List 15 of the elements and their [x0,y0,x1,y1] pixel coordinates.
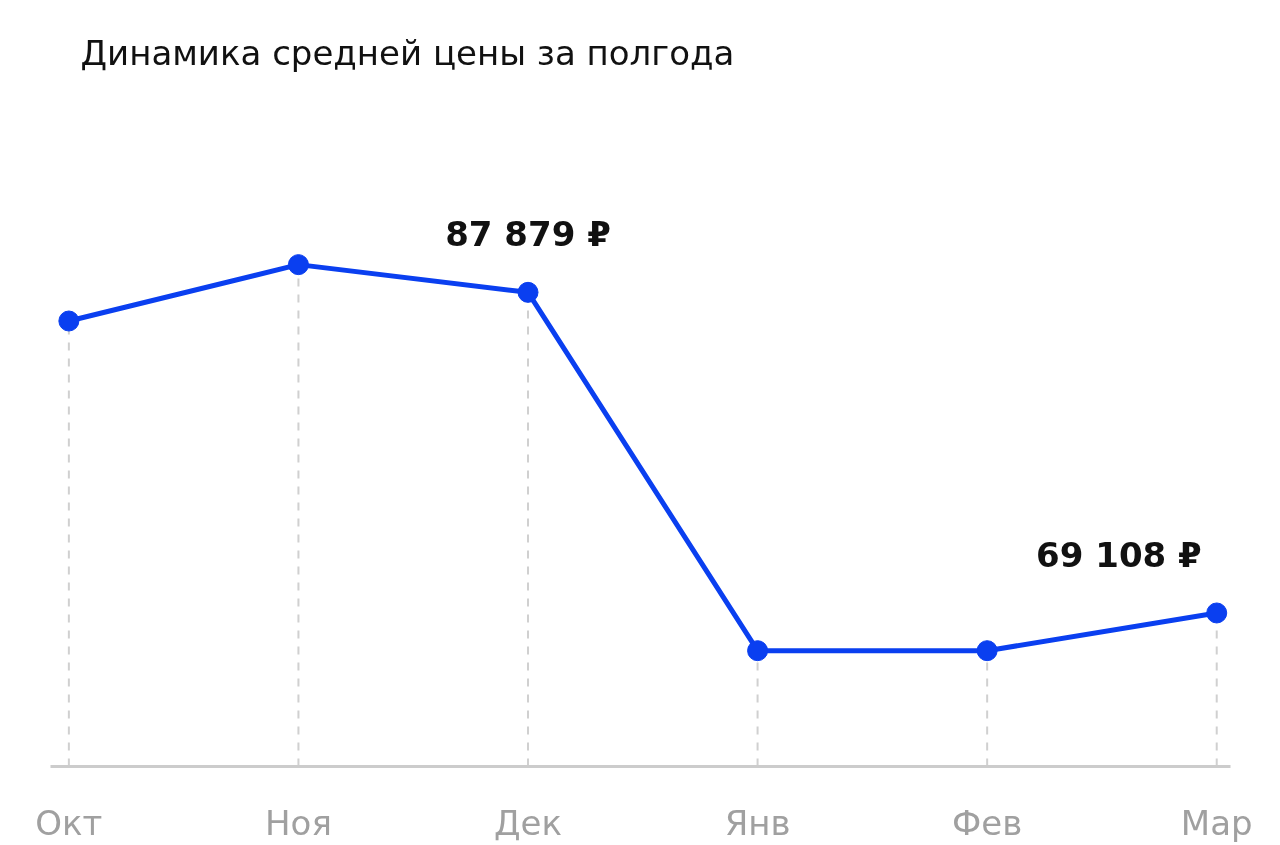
point [747,640,769,662]
point [1206,602,1228,624]
point [58,310,80,332]
point [287,254,309,276]
x-tick-label: Янв [724,802,791,843]
chart-title: Динамика средней цены за полгода [80,32,735,73]
data-label: 69 108 ₽ [1036,534,1202,575]
x-tick-label: Дек [494,802,563,843]
point [517,281,539,303]
x-tick-label: Окт [35,802,103,843]
point [976,640,998,662]
x-tick-label: Фев [952,802,1023,843]
x-tick-label: Мар [1180,802,1253,843]
data-label: 87 879 ₽ [445,214,611,255]
x-tick-label: Ноя [265,802,332,843]
